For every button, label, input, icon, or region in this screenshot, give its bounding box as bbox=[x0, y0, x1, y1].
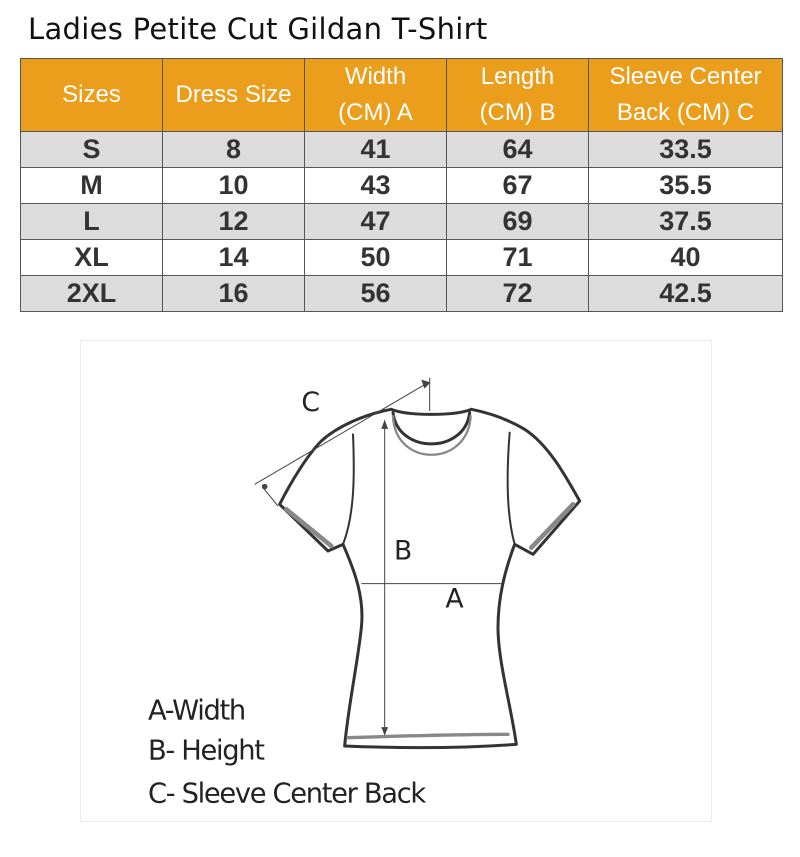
collar-outer bbox=[389, 407, 473, 416]
table-row: L 12 47 69 37.5 bbox=[20, 203, 783, 240]
table-cell: 43 bbox=[304, 167, 447, 204]
header-text: Back (CM) C bbox=[616, 99, 755, 126]
table-cell: 50 bbox=[304, 239, 447, 276]
header-sleeve: Sleeve Center Back (CM) C bbox=[588, 58, 783, 132]
table-cell: 40 bbox=[588, 239, 783, 276]
table-cell: 2XL bbox=[20, 275, 163, 312]
table-cell: 72 bbox=[446, 275, 589, 312]
left-side-seam bbox=[342, 433, 355, 546]
collar-inner bbox=[391, 411, 472, 446]
header-text: (CM) B bbox=[479, 99, 556, 126]
arrow-b-bottom-icon bbox=[381, 727, 389, 736]
table-cell: 56 bbox=[304, 275, 447, 312]
header-text: Sleeve Center bbox=[609, 63, 762, 90]
header-length: Length (CM) B bbox=[446, 58, 589, 132]
table-cell: 41 bbox=[304, 131, 447, 168]
header-text: Sizes bbox=[62, 81, 121, 108]
table-cell: 71 bbox=[446, 239, 589, 276]
right-side-seam bbox=[506, 431, 516, 546]
table-row: XL 14 50 71 40 bbox=[20, 239, 783, 276]
table-cell: 14 bbox=[162, 239, 305, 276]
table-cell: 16 bbox=[162, 275, 305, 312]
label-c: C bbox=[301, 387, 320, 418]
tshirt-measurement-diagram: C B A A-Width B- Height C- Sleeve Center… bbox=[80, 340, 712, 822]
header-width: Width (CM) A bbox=[304, 58, 447, 132]
table-cell: 42.5 bbox=[588, 275, 783, 312]
table-row: 2XL 16 56 72 42.5 bbox=[20, 275, 783, 312]
legend-height: B- Height bbox=[148, 735, 265, 766]
dot-c-icon bbox=[261, 483, 268, 490]
table-cell: XL bbox=[20, 239, 163, 276]
bottom-hem bbox=[346, 732, 510, 740]
collar-band bbox=[391, 414, 472, 456]
table-header-row: Sizes Dress Size Width (CM) A Length (CM) … bbox=[20, 58, 783, 132]
arrow-c-icon bbox=[421, 379, 431, 389]
table-cell: 12 bbox=[162, 203, 305, 240]
measure-c-end bbox=[262, 487, 279, 507]
legend-width: A-Width bbox=[148, 695, 245, 726]
left-sleeve-hem bbox=[284, 507, 334, 549]
table-cell: 47 bbox=[304, 203, 447, 240]
header-dress-size: Dress Size bbox=[162, 58, 305, 132]
table-cell: 10 bbox=[162, 167, 305, 204]
right-sleeve-hem bbox=[528, 502, 576, 550]
header-text: Width bbox=[344, 63, 407, 90]
legend-sleeve: C- Sleeve Center Back bbox=[148, 779, 426, 810]
table-cell: M bbox=[20, 167, 163, 204]
shirt-outline bbox=[278, 407, 582, 750]
header-text: Dress Size bbox=[175, 81, 292, 108]
arrow-b-top-icon bbox=[381, 419, 389, 429]
measure-c-line bbox=[254, 382, 429, 485]
table-cell: 64 bbox=[446, 131, 589, 168]
label-b: B bbox=[394, 535, 412, 566]
header-sizes: Sizes bbox=[20, 58, 163, 132]
table-cell: 67 bbox=[446, 167, 589, 204]
table-row: M 10 43 67 35.5 bbox=[20, 167, 783, 204]
table-cell: L bbox=[20, 203, 163, 240]
header-text: Length bbox=[480, 63, 555, 90]
table-cell: S bbox=[20, 131, 163, 168]
table-cell: 8 bbox=[162, 131, 305, 168]
table-row: S 8 41 64 33.5 bbox=[20, 131, 783, 168]
page-title: Ladies Petite Cut Gildan T-Shirt bbox=[28, 12, 488, 46]
table-cell: 69 bbox=[446, 203, 589, 240]
tshirt-illustration: C B A A-Width B- Height C- Sleeve Center… bbox=[148, 377, 582, 810]
table-cell: 37.5 bbox=[588, 203, 783, 240]
header-text: (CM) A bbox=[338, 99, 413, 126]
size-chart-table: Sizes Dress Size Width (CM) A Length (CM) … bbox=[20, 58, 783, 312]
table-cell: 35.5 bbox=[588, 167, 783, 204]
table-cell: 33.5 bbox=[588, 131, 783, 168]
label-a: A bbox=[445, 584, 464, 615]
